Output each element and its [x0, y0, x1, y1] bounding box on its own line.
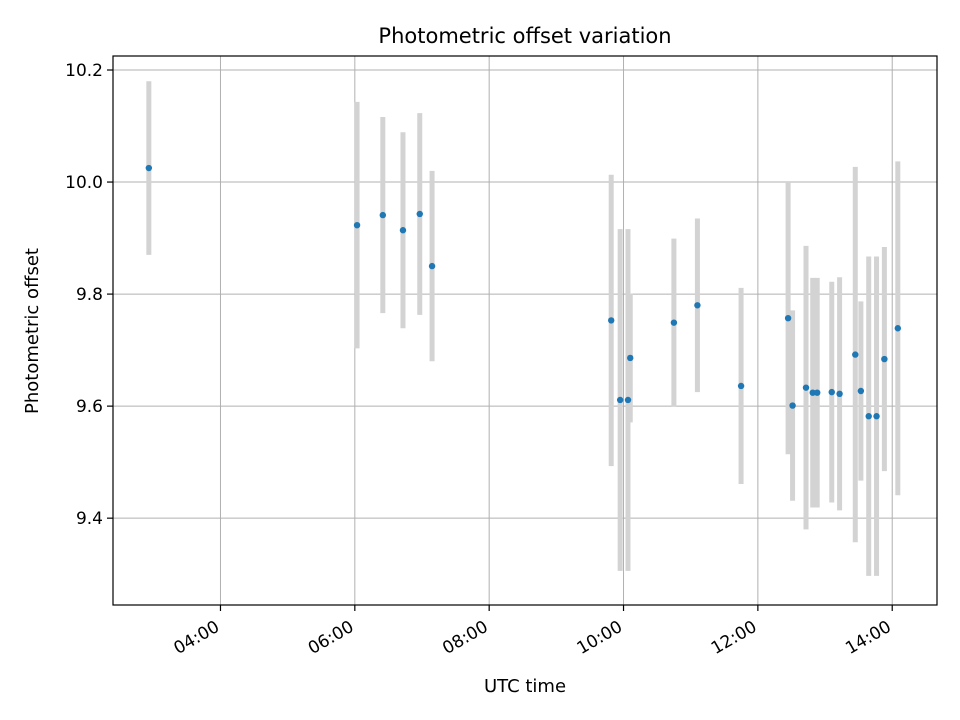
data-point: [616, 396, 624, 404]
data-point: [627, 354, 634, 362]
data-point: [353, 221, 361, 229]
y-tick-label: 9.4: [76, 509, 103, 529]
data-point: [428, 262, 436, 270]
data-point: [881, 355, 888, 363]
data-point: [873, 413, 880, 420]
data-point: [145, 164, 153, 172]
y-tick-label: 10.2: [65, 61, 103, 81]
plot-frame: [112, 55, 938, 606]
y-axis-label: Photometric offset: [22, 248, 43, 414]
data-point: [694, 302, 701, 309]
data-point: [828, 388, 835, 396]
data-point: [809, 389, 816, 396]
data-points: [145, 164, 902, 420]
y-tick-label: 10.0: [65, 173, 103, 193]
data-point: [624, 396, 632, 404]
y-tick-label: 9.6: [76, 397, 103, 417]
chart-title: Photometric offset variation: [378, 24, 671, 48]
data-point: [857, 387, 865, 395]
data-point: [737, 382, 745, 390]
x-axis-label: UTC time: [484, 676, 566, 697]
data-point: [802, 384, 810, 391]
data-point: [399, 227, 407, 234]
data-point: [865, 413, 872, 420]
data-point: [784, 314, 792, 322]
data-point: [789, 402, 796, 409]
data-point: [416, 210, 423, 218]
data-point: [670, 319, 678, 326]
data-point: [608, 317, 615, 324]
y-tick-label: 9.8: [76, 285, 103, 305]
data-point: [894, 325, 902, 332]
data-point: [836, 390, 843, 398]
data-point: [814, 389, 821, 396]
y-axis-ticks: 9.4 9.6 9.8 10.0 10.2: [65, 61, 113, 529]
data-point: [379, 211, 387, 219]
data-point: [852, 351, 859, 358]
